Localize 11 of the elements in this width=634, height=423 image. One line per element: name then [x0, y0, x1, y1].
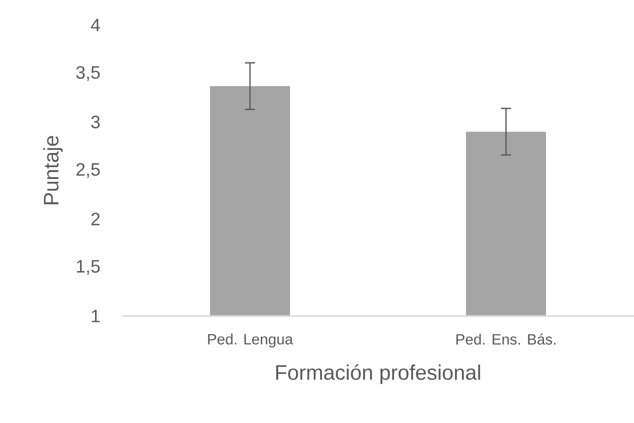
y-tick-label: 1	[92, 310, 100, 322]
y-tick-label: 1,5	[76, 260, 100, 275]
x-tick-label: Ped. Lengua	[208, 334, 294, 348]
x-tick-label: Ped. Ens. Bás.	[456, 334, 556, 345]
y-axis-title: Puntaje	[43, 136, 63, 204]
y-tick-label: 3	[91, 116, 100, 128]
y-tick-label: 2	[91, 212, 100, 226]
y-tick-label: 2,5	[76, 163, 100, 178]
x-axis-title: Formación profesional	[276, 364, 480, 384]
y-tick-label: 3,5	[76, 66, 100, 81]
y-tick-label: 4	[90, 18, 100, 32]
